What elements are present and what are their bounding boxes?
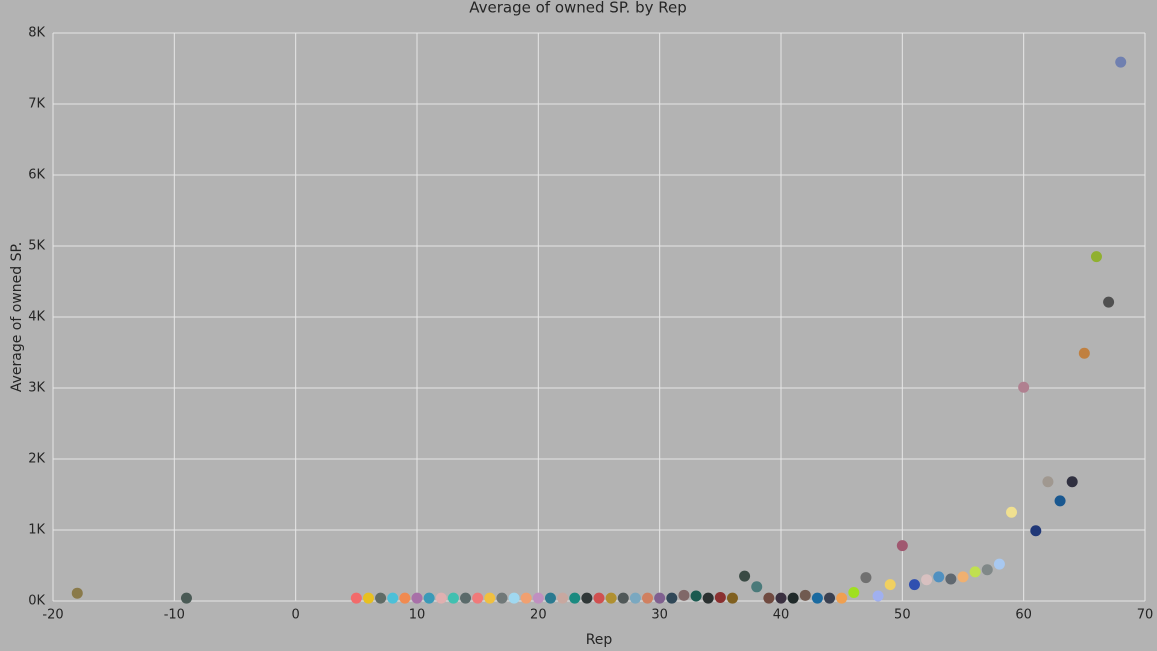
y-axis-label: Average of owned SP.: [9, 242, 25, 392]
x-tick-label: -10: [164, 608, 185, 623]
x-tick-label: 0: [292, 608, 300, 623]
point: [751, 581, 763, 593]
point: [1042, 476, 1054, 488]
point: [824, 592, 836, 604]
point: [969, 566, 981, 578]
y-tick-label: 2K: [28, 452, 45, 467]
x-tick-label: 60: [1015, 608, 1032, 623]
point: [544, 592, 556, 604]
point: [1054, 495, 1066, 507]
x-tick-label: 70: [1137, 608, 1154, 623]
point: [423, 592, 435, 604]
point: [496, 592, 508, 604]
x-tick-label: 10: [409, 608, 426, 623]
point: [836, 592, 848, 604]
x-tick-label: 30: [651, 608, 668, 623]
point: [435, 592, 447, 604]
point: [714, 591, 726, 603]
point: [1018, 381, 1030, 393]
y-tick-label: 6K: [28, 168, 45, 183]
point: [642, 592, 654, 604]
point: [666, 592, 678, 604]
point: [690, 590, 702, 602]
point: [787, 592, 799, 604]
point: [739, 570, 751, 582]
y-tick-label: 5K: [28, 239, 45, 254]
y-tick-label: 0K: [28, 594, 45, 609]
x-tick-label: 40: [773, 608, 790, 623]
point: [1030, 525, 1042, 537]
point: [1066, 476, 1078, 488]
point: [702, 592, 714, 604]
point: [399, 592, 411, 604]
point: [933, 571, 945, 583]
point: [1006, 506, 1018, 518]
point: [884, 579, 896, 591]
point: [993, 558, 1005, 570]
point: [508, 592, 520, 604]
point: [447, 592, 459, 604]
point: [763, 592, 775, 604]
point: [593, 592, 605, 604]
point: [581, 592, 593, 604]
chart-title: Average of owned SP. by Rep: [469, 0, 687, 17]
point: [860, 572, 872, 584]
point: [375, 592, 387, 604]
point: [848, 586, 860, 598]
point: [678, 589, 690, 601]
point: [362, 592, 374, 604]
y-tick-label: 4K: [28, 310, 45, 325]
point: [945, 573, 957, 585]
point: [569, 592, 581, 604]
x-tick-label: 50: [894, 608, 911, 623]
point: [981, 564, 993, 576]
point: [957, 571, 969, 583]
point: [896, 540, 908, 552]
point: [460, 592, 472, 604]
point: [411, 592, 423, 604]
point: [1078, 347, 1090, 359]
point: [617, 592, 629, 604]
x-tick-label: 20: [530, 608, 547, 623]
point: [799, 589, 811, 601]
point: [180, 592, 192, 604]
point: [1103, 296, 1115, 308]
point: [472, 592, 484, 604]
point: [1115, 56, 1127, 68]
point: [350, 592, 362, 604]
x-axis-label: Rep: [586, 632, 613, 648]
point: [654, 592, 666, 604]
point: [811, 592, 823, 604]
point: [557, 592, 569, 604]
point: [520, 592, 532, 604]
point: [605, 592, 617, 604]
point: [1090, 251, 1102, 263]
point: [71, 587, 83, 599]
point: [908, 579, 920, 591]
point: [629, 592, 641, 604]
y-tick-label: 8K: [28, 26, 45, 41]
point: [775, 592, 787, 604]
point: [484, 592, 496, 604]
point: [387, 592, 399, 604]
point: [872, 590, 884, 602]
y-tick-label: 3K: [28, 381, 45, 396]
x-tick-label: -20: [42, 608, 63, 623]
y-tick-label: 7K: [28, 97, 45, 112]
point: [726, 592, 738, 604]
y-tick-label: 1K: [28, 523, 45, 538]
point: [532, 592, 544, 604]
point: [921, 574, 933, 586]
